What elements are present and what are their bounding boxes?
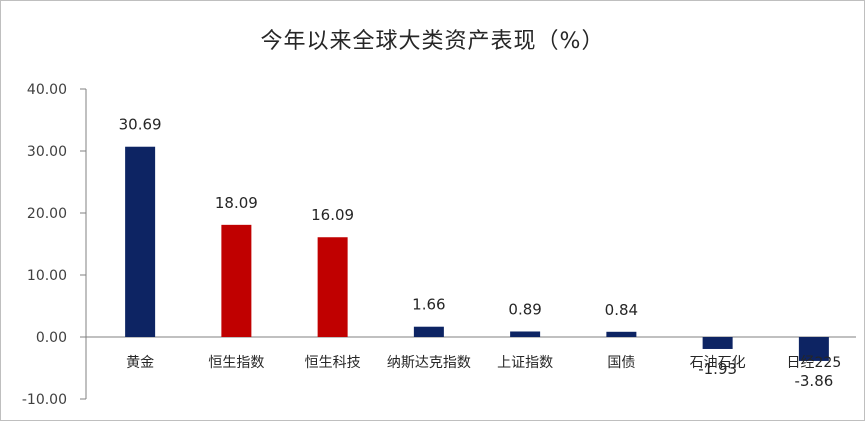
data-label: -3.86	[794, 372, 833, 390]
chart-title: 今年以来全球大类资产表现（%）	[260, 29, 605, 54]
y-tick-label: 20.00	[27, 206, 67, 222]
category-label: 石油石化	[690, 355, 746, 371]
data-label: 1.66	[412, 296, 445, 314]
bar	[606, 331, 637, 337]
bar	[798, 337, 829, 361]
category-label: 纳斯达克指数	[387, 355, 471, 371]
bar	[413, 326, 444, 337]
data-label: 30.69	[119, 116, 162, 134]
category-label: 日经225	[787, 355, 842, 371]
category-label: 黄金	[126, 354, 154, 371]
y-tick-label: 0.00	[36, 330, 67, 346]
category-label: 恒生指数	[208, 355, 264, 371]
y-tick-label: 10.00	[27, 268, 67, 284]
y-tick-label: 40.00	[27, 82, 67, 98]
bar	[221, 224, 252, 337]
data-label: 0.84	[605, 301, 638, 319]
data-label: 18.09	[215, 194, 258, 212]
bar	[510, 331, 541, 337]
bar	[125, 146, 156, 337]
bar	[317, 237, 348, 337]
data-label: 0.89	[508, 300, 541, 318]
category-label: 国债	[607, 355, 635, 371]
data-label: -1.93	[698, 360, 737, 378]
data-label: 16.09	[311, 206, 354, 224]
category-label: 恒生科技	[305, 355, 361, 371]
bar	[702, 337, 733, 349]
y-tick-label: -10.00	[22, 392, 67, 408]
category-label: 上证指数	[497, 355, 553, 371]
y-tick-label: 30.00	[27, 144, 67, 160]
